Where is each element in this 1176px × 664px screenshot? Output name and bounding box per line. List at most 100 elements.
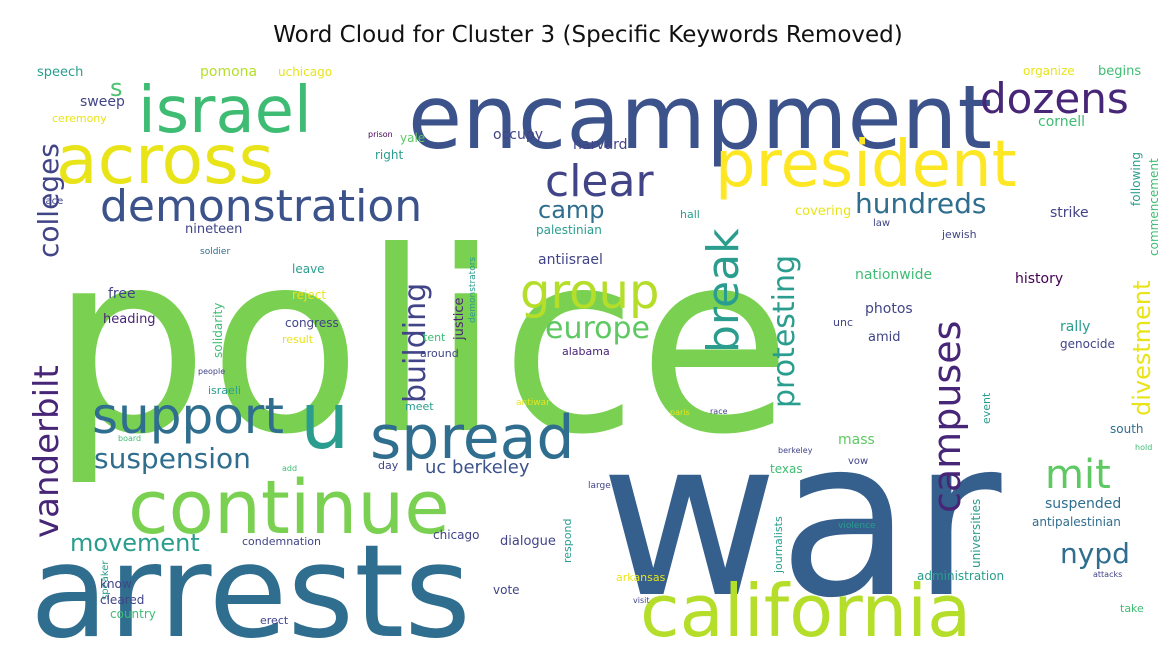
word-result: result [282,333,314,346]
word-know: know [100,577,132,591]
word-rally: rally [1060,319,1090,335]
word-nationwide: nationwide [855,267,932,283]
word-erect: erect [260,614,289,627]
word-administration: administration [917,569,1004,583]
word-history: history [1015,271,1063,287]
word-hall: hall [680,208,700,221]
word-south: south [1110,422,1144,436]
word-speech: speech [37,65,83,80]
word-harvard: harvard [573,137,627,153]
word-demonstration: demonstration [100,181,422,232]
word-speaker: speaker [100,560,111,600]
word-nypd: nypd [1060,537,1130,570]
word-u: u [300,377,349,467]
word-antipalestinian: antipalestinian [1032,515,1121,529]
word-campuses: campuses [925,321,969,513]
word-hundreds: hundreds [855,187,987,220]
word-building: building [398,283,433,403]
word-occupy: occupy [493,127,543,143]
word-commencement: commencement [1147,158,1161,256]
word-nineteen: nineteen [185,222,242,237]
word-paris: paris [670,408,690,417]
word-palestinian: palestinian [536,223,602,237]
word-covering: covering [795,204,851,219]
word-jewish: jewish [941,228,977,241]
word-around: around [420,347,459,360]
word-journalists: journalists [772,516,785,574]
word-antiisrael: antiisrael [538,252,603,268]
word-begins: begins [1098,64,1141,79]
word-reject: reject [292,288,326,302]
chart-title: Word Cloud for Cluster 3 (Specific Keywo… [273,22,903,48]
word-amid: amid [868,330,901,345]
word-condemnation: condemnation [242,535,321,548]
word-across: across [56,121,274,200]
word-justice: justice [452,298,467,341]
word-movement: movement [70,529,200,557]
word-event: event [980,392,993,424]
word-soldier: soldier [200,247,230,257]
word-support: support [92,387,284,445]
word-vow: vow [848,456,868,467]
word-strike: strike [1050,205,1089,221]
word-take: take [1120,602,1144,615]
word-cornell: cornell [1038,114,1085,130]
word-encampment: encampment [408,66,992,169]
word-leave: leave [292,262,325,276]
word-police: police [50,198,792,489]
word-race: race [710,407,728,416]
word-mass: mass [838,432,875,448]
word-israeli: israeli [208,384,241,397]
word-following: following [1129,152,1143,206]
word-hold: hold [1135,443,1152,452]
word-pomona: pomona [200,64,257,80]
word-suspension: suspension [94,442,251,475]
word-dialogue: dialogue [500,534,556,549]
word-group: group [520,264,659,320]
word-israel: israel [138,74,312,148]
word-cleared: cleared [100,593,144,607]
word-uc-berkeley: uc berkeley [425,457,530,478]
word-alabama: alabama [562,345,610,358]
word-berkeley: berkeley [778,446,813,455]
word-camp: camp [538,196,605,224]
word-free: free [108,286,136,302]
word-violence: violence [838,521,876,531]
word-photos: photos [865,301,913,317]
word-day: day [378,459,399,472]
word-people: people [198,367,225,376]
word-country: country [110,607,156,621]
word-universities: universities [969,499,983,568]
word-cloud: police war arrests encampment continue califo… [30,58,1165,652]
word-demonstrators: demonstrators [468,257,478,323]
word-solidarity: solidarity [211,303,225,358]
word-respond: respond [561,519,574,563]
word-suspended: suspended [1045,496,1121,512]
word-antiwar: antiwar [516,398,550,408]
word-dozens: dozens [980,74,1129,123]
word-tent: tent [423,331,446,344]
word-arkansas: arkansas [616,571,666,584]
word-mit: mit [1045,452,1111,498]
word-sweep: sweep [80,94,125,110]
word-divestment: divestment [1128,280,1156,416]
word-war: war [600,393,1002,646]
word-attacks: attacks [1093,570,1122,579]
word-large: large [588,481,611,491]
word-arrests: arrests [30,518,471,652]
word-vote: vote [493,583,520,597]
word-europe: europe [545,311,650,346]
word-prison: prison [368,130,393,139]
word-organize: organize [1023,64,1075,78]
word-break: break [698,228,749,353]
word-heading: heading [103,312,156,327]
word-yale: yale [400,131,425,145]
word-texas: texas [770,462,803,476]
word-colleges: colleges [32,143,65,258]
word-right: right [375,148,403,162]
word-protesting: protesting [767,255,802,408]
word-visit: visit [633,596,649,605]
word-genocide: genocide [1060,337,1115,351]
word-congress: congress [285,316,339,330]
